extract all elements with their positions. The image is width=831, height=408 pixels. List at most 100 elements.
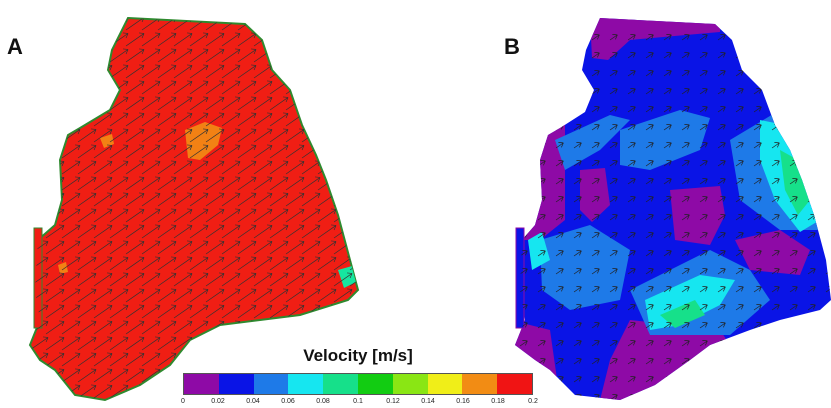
flow-arrow [807, 88, 816, 95]
flow-arrow [573, 286, 582, 293]
flow-arrow [141, 144, 161, 159]
flow-arrow [699, 106, 708, 113]
flow-arrow [663, 142, 672, 149]
flow-arrow [221, 160, 241, 175]
flow-arrow [753, 376, 762, 383]
flow-arrow [591, 34, 600, 41]
flow-arrow [349, 208, 358, 223]
flow-arrow [157, 80, 177, 95]
flow-arrow [753, 358, 762, 365]
flow-arrow [221, 32, 241, 47]
flow-arrow [221, 272, 241, 287]
flow-arrow [645, 340, 654, 347]
flow-arrow [77, 288, 97, 303]
flow-arrow [699, 232, 708, 239]
flow-arrow [699, 52, 708, 59]
flow-arrow [663, 232, 672, 239]
flow-arrow [221, 256, 241, 271]
flow-arrow [173, 112, 193, 127]
flow-arrow [519, 268, 528, 275]
flow-arrow [789, 304, 798, 311]
flow-arrow [30, 18, 49, 31]
flow-arrow [681, 322, 690, 329]
flow-arrow [609, 340, 618, 347]
flow-arrow [555, 70, 564, 77]
flow-arrow [609, 178, 618, 185]
flow-arrow [237, 272, 257, 287]
flow-arrow [269, 240, 289, 255]
flow-arrow [45, 304, 65, 319]
legend-tick-label: 0.2 [528, 398, 538, 405]
flow-arrow [609, 34, 618, 41]
flow-arrow [717, 304, 726, 311]
flow-arrow [285, 256, 305, 271]
flow-arrow [77, 32, 97, 47]
flow-arrow [825, 250, 831, 257]
flow-arrow [663, 34, 672, 41]
flow-arrow [573, 268, 582, 275]
flow-arrow [189, 272, 209, 287]
flow-arrow [77, 176, 97, 191]
flow-arrow [253, 240, 273, 255]
flow-arrow [109, 336, 129, 351]
flow-arrow [717, 232, 726, 239]
flow-arrow [237, 176, 257, 191]
flow-arrow [285, 160, 305, 175]
flow-arrow [753, 160, 762, 167]
flow-arrow [825, 322, 831, 329]
flow-arrow [237, 48, 257, 63]
flow-arrow [269, 18, 289, 31]
flow-arrow [157, 144, 177, 159]
flow-arrow [771, 88, 780, 95]
flow-arrow [789, 124, 798, 131]
flow-arrow [609, 196, 618, 203]
velocity-map-a [28, 16, 360, 402]
flow-arrow [807, 394, 816, 400]
flow-arrow [109, 384, 129, 399]
legend-swatch-0 [184, 374, 219, 394]
flow-arrow [771, 358, 780, 365]
flow-arrow [221, 128, 241, 143]
flow-arrow [317, 320, 337, 335]
flow-arrow [555, 106, 564, 113]
flow-arrow [253, 320, 273, 335]
flow-arrow [157, 128, 177, 143]
flow-arrow [125, 368, 145, 383]
flow-arrow [735, 160, 744, 167]
flow-arrow [753, 34, 762, 41]
flow-arrow [555, 358, 564, 365]
flow-arrow [93, 256, 113, 271]
flow-arrow [771, 304, 780, 311]
flow-arrow [555, 160, 564, 167]
flow-arrow [573, 250, 582, 257]
flow-arrow [807, 322, 816, 329]
flow-arrow [221, 208, 241, 223]
flow-arrow [825, 304, 831, 311]
flow-arrow [333, 176, 353, 191]
flow-arrow [771, 70, 780, 77]
flow-arrow [173, 32, 193, 47]
legend-tick-label: 0.08 [316, 398, 330, 405]
flow-arrow [753, 196, 762, 203]
flow-arrow [573, 340, 582, 347]
flow-arrow [789, 34, 798, 41]
flow-arrow [45, 48, 65, 63]
flow-arrow [157, 64, 177, 79]
flow-arrow [77, 256, 97, 271]
flow-arrow [681, 376, 690, 383]
flow-arrow [735, 106, 744, 113]
legend-tick-label: 0.12 [386, 398, 400, 405]
flow-arrow [30, 48, 49, 63]
flow-arrow [221, 96, 241, 111]
flow-arrow [317, 96, 337, 111]
flow-arrow [591, 322, 600, 329]
flow-arrow [93, 304, 113, 319]
flow-arrow [789, 106, 798, 113]
flow-arrow [189, 96, 209, 111]
flow-arrow [221, 48, 241, 63]
flow-arrow [157, 208, 177, 223]
flow-arrow [285, 240, 305, 255]
flow-arrow [609, 214, 618, 221]
flow-arrow [645, 232, 654, 239]
flow-arrow [109, 256, 129, 271]
